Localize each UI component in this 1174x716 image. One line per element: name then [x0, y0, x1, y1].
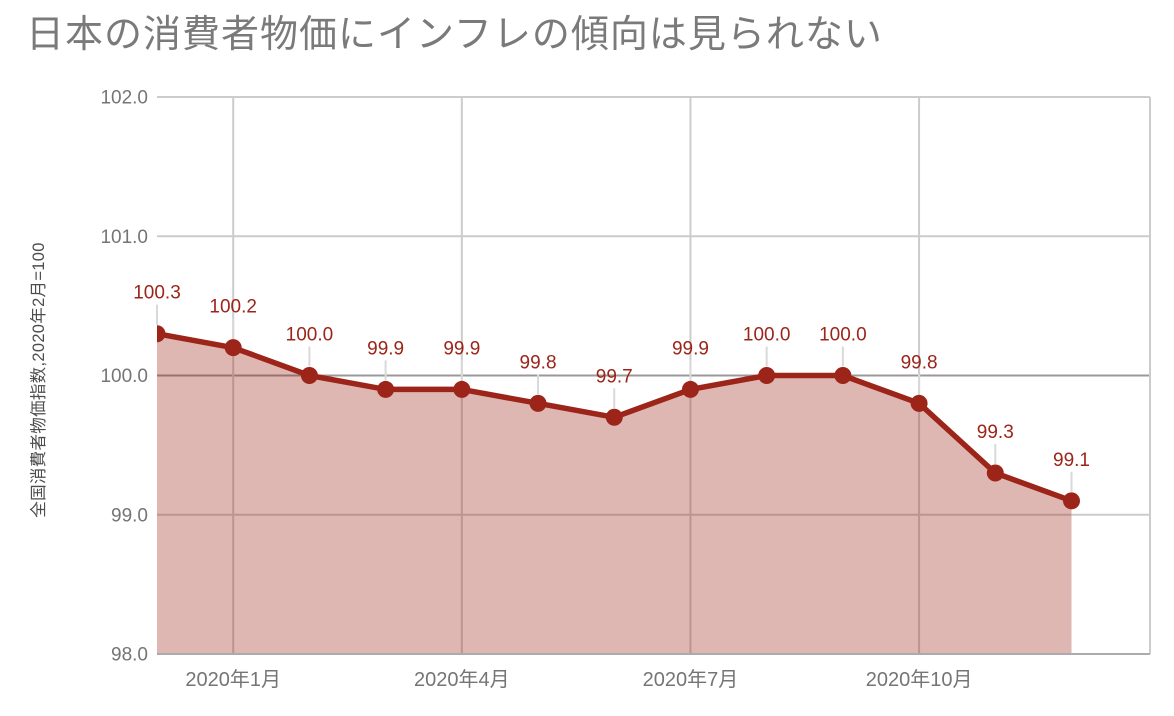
data-point-marker [529, 394, 547, 412]
data-point-marker [986, 464, 1004, 482]
data-point-marker [157, 325, 166, 343]
data-point-label: 99.8 [520, 352, 557, 373]
data-point-marker [224, 339, 242, 357]
data-point-label: 99.7 [596, 366, 633, 387]
y-tick-label: 100.0 [100, 366, 148, 387]
y-tick-label: 98.0 [111, 645, 148, 666]
x-tick-label: 2020年1月 [185, 668, 281, 691]
data-point-label: 99.9 [367, 338, 404, 359]
data-point-label: 100.0 [286, 325, 334, 346]
data-point-label: 99.8 [901, 352, 938, 373]
data-point-label: 100.2 [209, 297, 257, 318]
series-area [157, 333, 1072, 654]
y-tick-label: 99.0 [111, 505, 148, 526]
data-point-label: 99.9 [672, 338, 709, 359]
x-tick-label: 2020年4月 [414, 668, 510, 691]
data-point-label: 100.3 [133, 283, 181, 304]
data-point-marker [910, 394, 928, 412]
data-point-marker [758, 367, 776, 384]
data-point-label: 100.0 [743, 325, 791, 346]
y-tick-label: 101.0 [100, 227, 148, 248]
data-point-marker [834, 367, 852, 384]
markers-group [157, 325, 1080, 510]
data-point-marker [453, 380, 471, 398]
data-point-marker [681, 380, 699, 398]
data-point-label: 99.3 [977, 422, 1014, 443]
data-point-marker [377, 380, 395, 398]
data-point-label: 100.0 [819, 325, 867, 346]
data-point-label: 99.1 [1053, 450, 1090, 471]
data-point-label: 99.9 [443, 338, 480, 359]
x-tick-label: 2020年10月 [866, 668, 973, 691]
data-point-marker [1063, 492, 1080, 510]
x-tick-label: 2020年7月 [643, 668, 739, 691]
data-point-marker [300, 367, 318, 384]
chart-title: 日本の消費者物価にインフレの傾向は見られない [26, 14, 883, 56]
data-point-marker [605, 408, 623, 426]
y-tick-label: 102.0 [100, 88, 148, 109]
